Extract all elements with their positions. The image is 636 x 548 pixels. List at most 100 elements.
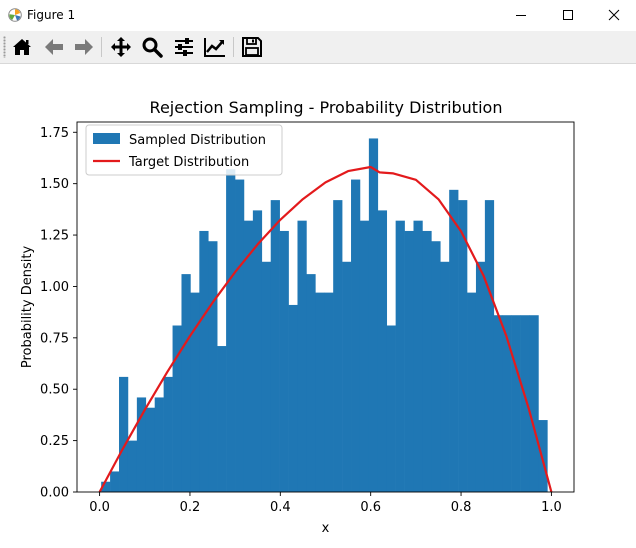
legend-label-target: Target Distribution: [128, 155, 249, 170]
x-tick-label: 0.4: [270, 500, 291, 515]
histogram-bar: [243, 220, 254, 492]
histogram-bar: [520, 315, 530, 492]
window-title-bar: Figure 1: [0, 0, 636, 31]
histogram-bar: [154, 397, 164, 492]
y-tick-label: 1.75: [40, 126, 69, 141]
close-button[interactable]: [591, 0, 636, 30]
minimize-button[interactable]: [498, 0, 544, 30]
axes-frame: [76, 121, 575, 493]
histogram-bar: [493, 315, 504, 492]
histogram-bar: [467, 292, 477, 492]
histogram-bar: [199, 230, 209, 492]
histogram-bar: [261, 261, 272, 492]
x-axis-ticks: 0.0 0.2 0.4 0.6 0.8 1.0: [89, 492, 562, 515]
histogram-bar: [181, 274, 191, 492]
y-tick-label: 1.00: [40, 280, 69, 295]
histogram-bar: [101, 481, 111, 492]
histogram-bars: [101, 138, 548, 493]
legend: Sampled Distribution Target Distribution: [85, 124, 283, 176]
maximize-button[interactable]: [545, 0, 591, 30]
histogram-bar: [342, 261, 352, 492]
histogram-bar: [235, 179, 245, 493]
arrow-left-icon: [45, 39, 63, 55]
histogram-bar: [529, 315, 539, 492]
histogram-bar: [136, 397, 147, 492]
histogram-bar: [127, 440, 138, 492]
edit-axis-button[interactable]: [202, 34, 228, 60]
home-button[interactable]: [9, 34, 35, 60]
histogram-bar: [377, 210, 388, 492]
x-axis-label: x: [322, 521, 330, 536]
histogram-bar: [110, 471, 120, 492]
histogram-bar: [119, 376, 129, 492]
configure-subplots-button[interactable]: [171, 34, 197, 60]
histogram-bar: [475, 261, 486, 492]
histogram-bar: [315, 292, 325, 492]
histogram-bar: [306, 274, 316, 492]
matplotlib-app-icon: [8, 8, 22, 22]
pan-button[interactable]: [108, 34, 134, 60]
histogram-bar: [163, 376, 173, 492]
y-axis-ticks: 0.00 0.25 0.50 0.75 1.00 1.25 1.50 1.75: [40, 126, 77, 501]
histogram-bar: [395, 220, 405, 492]
forward-button[interactable]: [71, 34, 97, 60]
navigation-toolbar: [0, 31, 636, 64]
x-tick-label: 0.6: [360, 500, 381, 515]
histogram-bar: [324, 292, 334, 492]
target-distribution-line: [98, 165, 553, 493]
y-tick-label: 1.25: [40, 229, 69, 244]
histogram-bar: [288, 304, 298, 492]
floppy-disk-icon: [242, 37, 262, 57]
histogram-bar: [440, 261, 450, 492]
histogram-bar: [386, 325, 396, 492]
x-tick-label: 0.8: [451, 500, 472, 515]
legend-label-sampled: Sampled Distribution: [129, 133, 266, 148]
histogram-bar: [359, 220, 370, 492]
minimize-icon: [516, 15, 526, 16]
histogram-bar: [368, 138, 379, 492]
move-icon: [111, 37, 131, 57]
histogram-bar: [422, 230, 432, 492]
magnifier-icon: [142, 37, 163, 58]
x-tick-label: 1.0: [541, 500, 562, 515]
x-tick-label: 0.2: [180, 500, 201, 515]
y-tick-label: 0.50: [40, 383, 69, 398]
histogram-bar: [226, 169, 236, 492]
toolbar-grip: [3, 36, 6, 58]
home-icon: [13, 39, 31, 55]
histogram-bar: [208, 241, 218, 492]
histogram-bar: [297, 220, 307, 492]
histogram-bar: [484, 200, 495, 492]
legend-box: [85, 124, 283, 176]
histogram-bar: [511, 315, 521, 492]
y-tick-label: 0.75: [40, 331, 69, 346]
histogram-bar: [449, 189, 459, 492]
y-tick-label: 0.25: [40, 434, 69, 449]
legend-swatch-sampled: [93, 133, 120, 144]
chart-line-icon: [204, 38, 225, 57]
histogram-bar: [172, 325, 182, 492]
back-button[interactable]: [41, 34, 67, 60]
histogram-bar: [145, 407, 156, 492]
chart-title: Rejection Sampling - Probability Distrib…: [150, 98, 503, 117]
histogram-bar: [431, 241, 441, 492]
histogram-bar: [190, 292, 200, 492]
histogram-bar: [538, 420, 548, 492]
histogram-bar: [252, 210, 263, 492]
close-icon: [608, 9, 620, 21]
zoom-button[interactable]: [139, 34, 165, 60]
histogram-bar: [404, 230, 414, 492]
maximize-icon: [563, 10, 573, 20]
histogram-bar: [351, 179, 361, 493]
toolbar-separator: [101, 37, 102, 57]
toolbar-separator: [233, 37, 234, 57]
histogram-bar: [502, 315, 512, 492]
histogram-bar: [333, 200, 343, 492]
figure-canvas[interactable]: Rejection Sampling - Probability Distrib…: [0, 64, 636, 544]
y-tick-label: 1.50: [40, 177, 69, 192]
save-button[interactable]: [239, 34, 265, 60]
y-tick-label: 0.00: [40, 486, 69, 501]
window-title: Figure 1: [27, 8, 76, 22]
histogram-bar: [217, 346, 227, 492]
sliders-icon: [175, 38, 193, 56]
